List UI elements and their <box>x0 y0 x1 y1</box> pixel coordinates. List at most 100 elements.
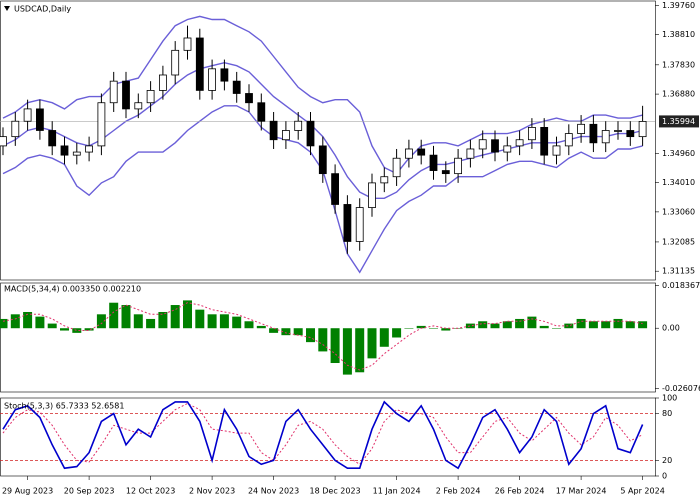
macd-bar <box>158 311 168 329</box>
macd-bar <box>392 328 402 338</box>
candle-body <box>577 123 585 134</box>
y-tick-label: 1.37830 <box>662 60 695 69</box>
candle-body <box>491 139 499 153</box>
macd-bar <box>84 328 94 331</box>
candle-body <box>429 154 438 171</box>
candle-body <box>0 136 7 147</box>
macd-bar <box>183 300 192 329</box>
x-tick-label: 5 Apr 2024 <box>620 487 664 496</box>
macd-bar <box>170 305 180 329</box>
candle-body <box>417 148 426 156</box>
y-tick-label: 1.36880 <box>662 90 695 99</box>
last-price-box <box>659 115 699 128</box>
x-tick-label: 24 Nov 2023 <box>248 487 299 496</box>
candle-body <box>195 37 204 91</box>
candle-body <box>318 145 327 175</box>
candle-body <box>269 120 278 141</box>
y-tick-label: 20 <box>662 456 672 465</box>
candle-body <box>97 102 106 147</box>
macd-bar <box>207 314 217 329</box>
candle-body <box>331 173 340 205</box>
stoch-d <box>2 402 643 465</box>
candle-body <box>392 157 401 178</box>
candle-body <box>638 121 647 138</box>
macd-bar <box>121 305 131 329</box>
macd-bar <box>35 316 45 329</box>
macd-bar <box>552 328 561 329</box>
candle-body <box>36 108 44 131</box>
macd-bar <box>146 318 156 329</box>
macd-bar <box>478 321 488 329</box>
macd-bar <box>281 328 291 336</box>
candle-body <box>564 133 573 147</box>
macd-bar <box>342 328 352 375</box>
candle-body <box>380 176 389 184</box>
macd-bar <box>269 328 279 333</box>
candle-body <box>601 130 610 144</box>
macd-bar <box>502 321 512 329</box>
bollinger-middle <box>2 61 643 199</box>
x-tick-label: 2 Feb 2024 <box>436 487 481 496</box>
x-tick-label: 17 Mar 2024 <box>556 487 607 496</box>
candle-body <box>158 74 167 91</box>
candle-body <box>85 145 93 153</box>
macd-signal <box>2 302 643 371</box>
y-tick-label: 0 <box>662 472 667 481</box>
macd-bar <box>133 314 143 329</box>
x-tick-label: 2 Nov 2023 <box>189 487 235 496</box>
macd-bar <box>515 318 525 329</box>
candle-body <box>343 204 352 242</box>
macd-bar <box>441 328 451 331</box>
chart-title: USDCAD,Daily <box>14 5 71 14</box>
y-tick-label: 100 <box>662 394 677 403</box>
macd-bar <box>355 328 365 373</box>
macd-bar <box>465 323 475 329</box>
macd-bar <box>625 321 635 329</box>
macd-bar <box>564 323 574 329</box>
x-tick-label: 29 Aug 2023 <box>2 487 53 496</box>
macd-bar <box>60 328 69 331</box>
bollinger-upper <box>2 15 643 175</box>
macd-bar <box>10 314 20 329</box>
candle-body <box>441 170 450 175</box>
candle-body <box>528 126 536 141</box>
macd-bar <box>539 325 549 329</box>
candle-body <box>23 108 32 122</box>
x-tick-label: 12 Oct 2023 <box>126 487 175 496</box>
menu-arrow[interactable] <box>4 6 10 11</box>
macd-title: MACD(5,34,4) 0.003350 0.002210 <box>4 285 141 294</box>
macd-bar <box>244 321 254 329</box>
candle-body <box>589 123 598 144</box>
macd-bar <box>96 314 106 329</box>
macd-bar <box>613 318 623 329</box>
macd-bar <box>429 328 438 329</box>
candle-body <box>515 139 524 147</box>
candle-body <box>614 130 622 132</box>
candle-body <box>109 80 118 104</box>
y-tick-label: 0.00 <box>662 324 680 333</box>
candle-body <box>281 130 290 141</box>
macd-bar <box>72 328 82 333</box>
x-tick-label: 11 Jan 2024 <box>373 487 421 496</box>
macd-bar <box>306 328 315 343</box>
macd-bar <box>638 321 648 329</box>
panel-frame <box>0 282 656 393</box>
candle-body <box>478 139 487 150</box>
candle-body <box>306 120 315 147</box>
candle-body <box>454 157 463 175</box>
candle-body <box>183 37 192 51</box>
macd-bar <box>527 316 537 329</box>
panel-frame <box>0 397 656 477</box>
macd-bar <box>379 328 389 347</box>
y-tick-label: 1.34960 <box>662 149 695 158</box>
macd-bar <box>293 328 303 336</box>
stoch-title: Stoch(5,3,3) 65.7333 52.6581 <box>4 402 124 411</box>
macd-bar <box>367 328 377 359</box>
x-tick-label: 18 Dec 2023 <box>310 487 361 496</box>
x-tick-label: 26 Feb 2024 <box>495 487 545 496</box>
candle-body <box>552 145 561 156</box>
y-tick-label: 80 <box>662 409 672 418</box>
candle-body <box>60 145 69 156</box>
